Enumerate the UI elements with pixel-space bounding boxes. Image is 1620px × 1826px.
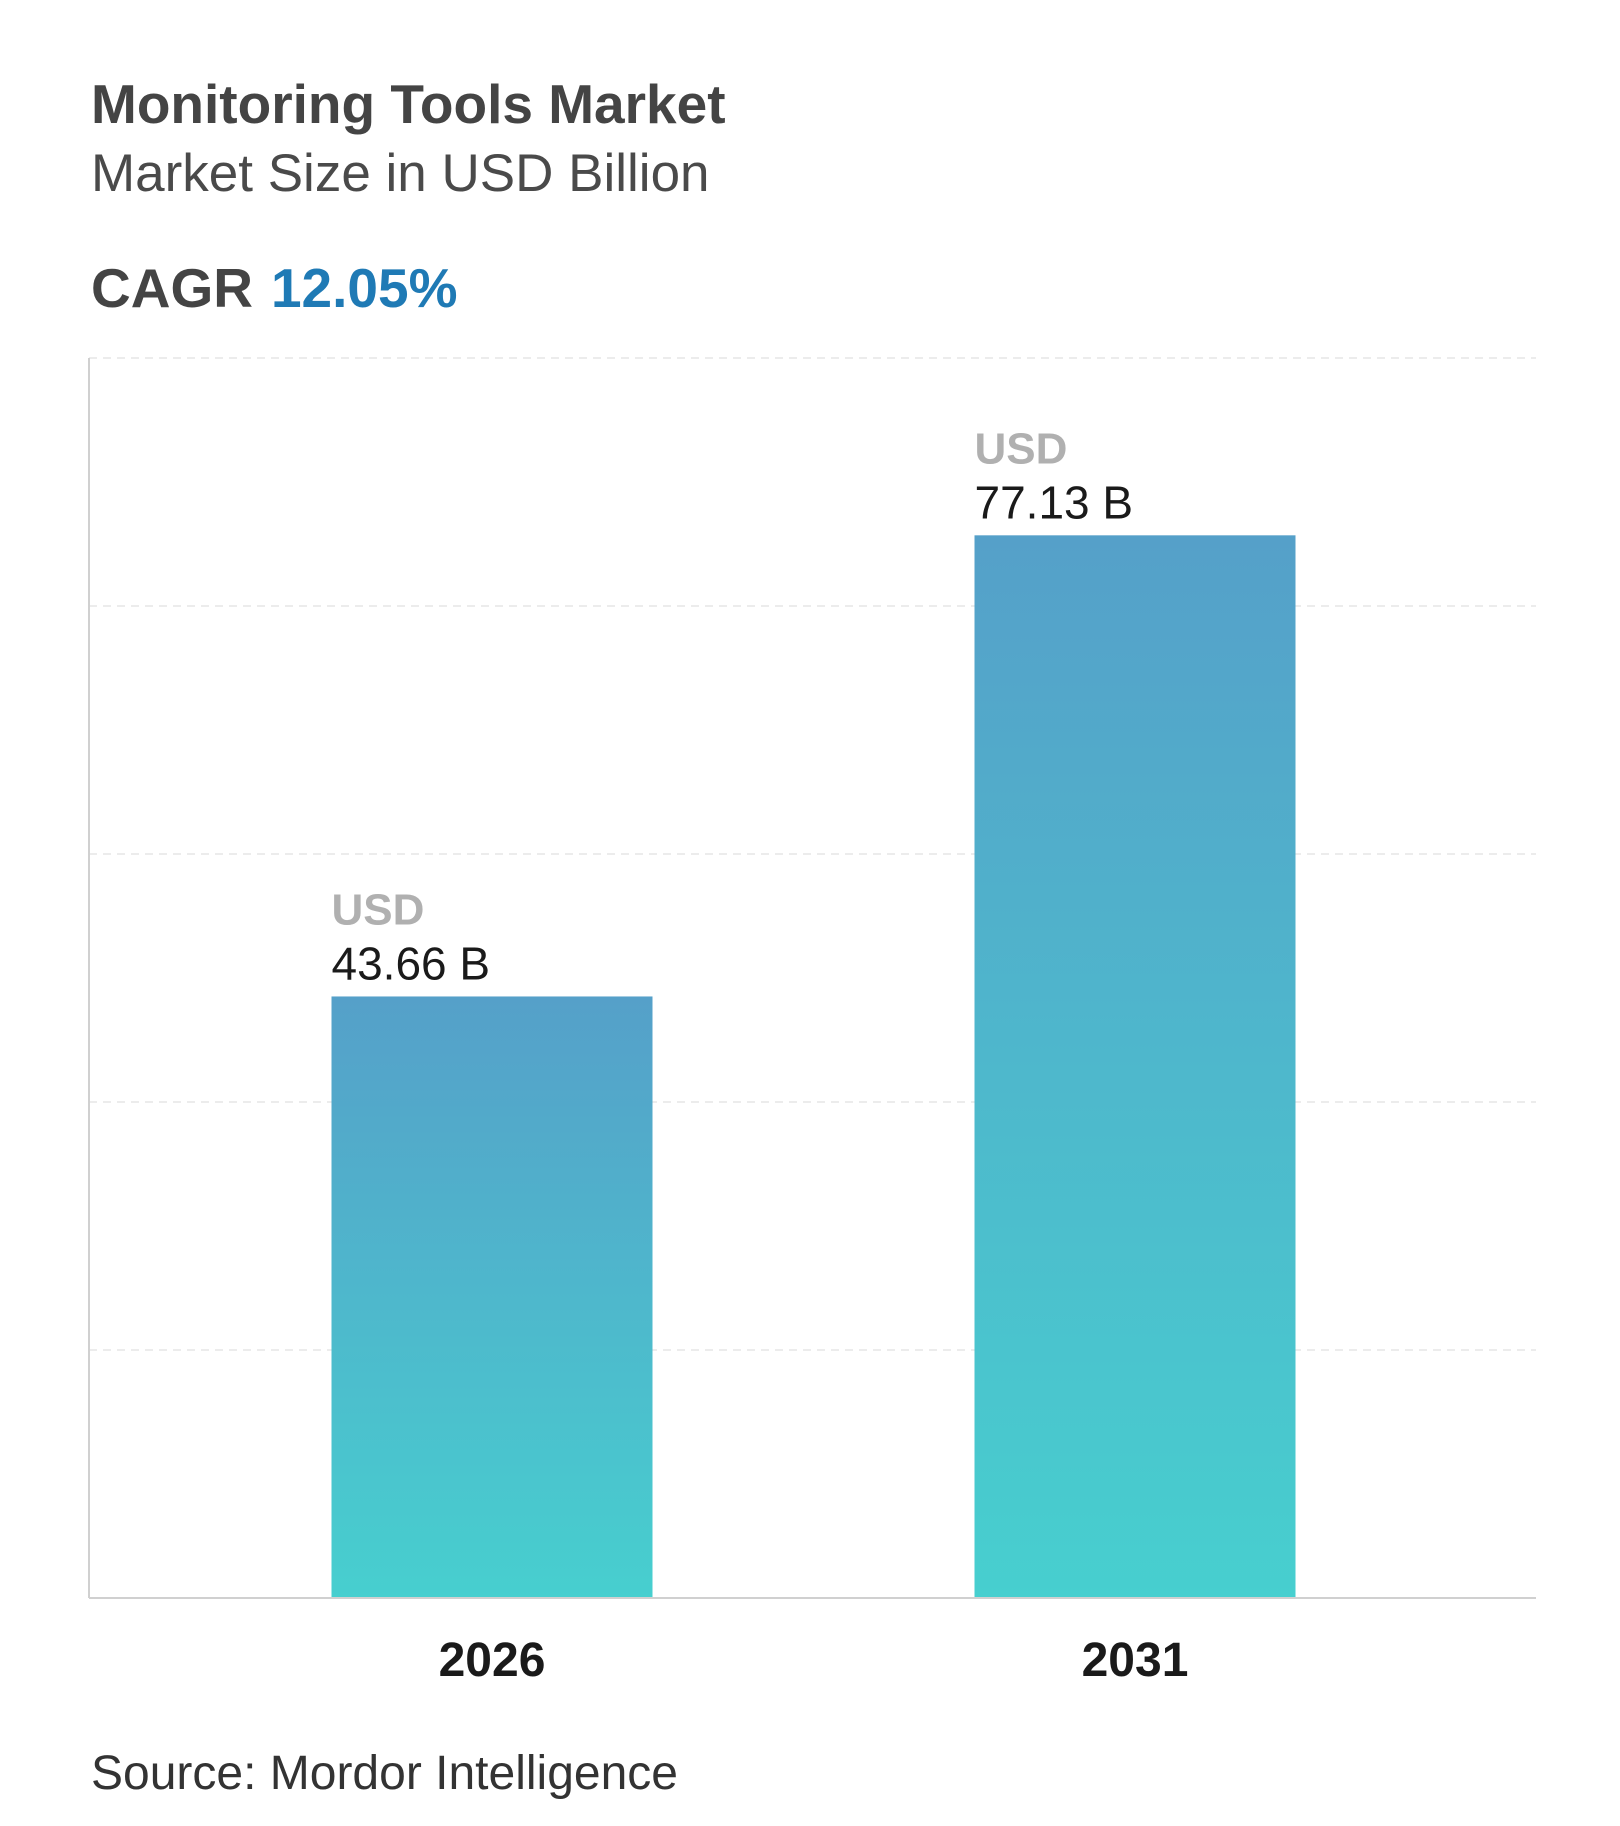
bar-value-label: 43.66 B [332,937,491,989]
chart-subtitle: Market Size in USD Billion [91,144,710,203]
bar-value-label: 77.13 B [975,476,1134,528]
cagr-value: 12.05% [270,257,458,319]
chart-title: Monitoring Tools Market [91,73,726,135]
source-note: Source: Mordor Intelligence [91,1747,678,1800]
axes [88,358,1536,1599]
bar-label-prefix: USD [975,424,1068,473]
bar-label-prefix: USD [332,885,425,934]
x-tick-label: 2031 [1082,1634,1189,1687]
gridlines [89,357,1536,1351]
cagr-line: CAGR 12.05% [91,256,458,320]
bar-2026 [331,996,653,1598]
bar-2031 [974,535,1296,1598]
x-tick-label: 2026 [439,1634,546,1687]
cagr-label: CAGR [91,257,253,319]
